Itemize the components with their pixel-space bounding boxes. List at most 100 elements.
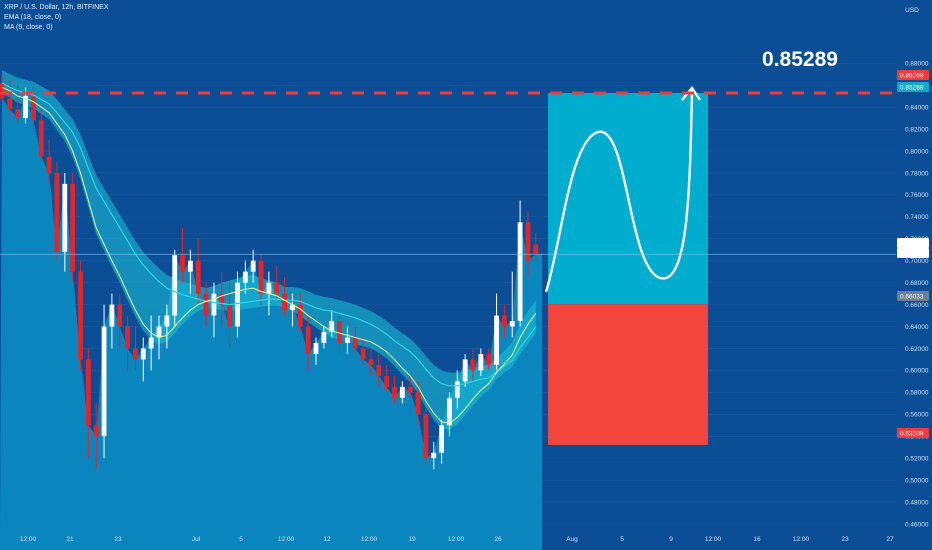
candle-body xyxy=(525,222,531,261)
time-tick-label: 5 xyxy=(620,536,624,543)
candle-body xyxy=(38,120,44,157)
time-tick-label: 12:00 xyxy=(20,536,37,543)
candle-body xyxy=(235,282,240,327)
time-tick-label: Aug xyxy=(566,536,578,543)
price-tick-label: 0.52000 xyxy=(905,455,929,462)
price-tick-label: 0.60000 xyxy=(905,368,929,375)
time-tick-label: 12:00 xyxy=(793,536,810,543)
candle-body xyxy=(78,271,83,360)
candle-body xyxy=(360,348,366,360)
candle-body xyxy=(368,359,374,365)
candle-body xyxy=(0,83,5,99)
candle-body xyxy=(211,293,217,316)
candle-body xyxy=(282,293,287,311)
price-tick-label: 0.64000 xyxy=(905,324,929,331)
candle-body xyxy=(352,337,358,349)
price-tag xyxy=(897,70,929,80)
candle-body xyxy=(195,260,201,294)
time-tick-label: 19 xyxy=(408,536,416,543)
candle-body xyxy=(470,359,476,371)
ma-line xyxy=(1,86,537,424)
candle-body xyxy=(188,260,193,272)
price-tag xyxy=(897,82,929,92)
candles xyxy=(0,74,539,470)
time-tick-label: 12 xyxy=(323,536,331,543)
ema-legend[interactable]: EMA (18, close, 0) xyxy=(4,14,62,21)
price-tick-label: 0.46000 xyxy=(905,521,929,528)
price-tick-label: 0.74000 xyxy=(905,214,929,221)
currency-label: USD xyxy=(905,7,919,14)
moving-averages xyxy=(1,82,537,424)
price-tick-label: 0.88000 xyxy=(905,61,929,68)
candle-body xyxy=(172,255,178,316)
candle-body xyxy=(399,386,405,398)
candle-body xyxy=(454,381,460,398)
ma-legend[interactable]: MA (9, close, 0) xyxy=(4,24,53,31)
price-tick-label: 0.78000 xyxy=(905,170,929,177)
candle-body xyxy=(164,315,170,327)
price-tag-label: 08:16:51 xyxy=(900,250,926,257)
candle-body xyxy=(93,425,99,437)
time-tick-label: 27 xyxy=(886,536,894,543)
time-tick-label: 23 xyxy=(114,536,122,543)
candle-body xyxy=(376,364,382,376)
candle-body xyxy=(392,386,397,398)
ma-cloud xyxy=(2,69,536,430)
indicator-legend: XRP / U.S. Dollar, 12h, BITFINEX EMA (18… xyxy=(4,3,109,33)
candle-body xyxy=(23,96,28,119)
candle-body xyxy=(227,304,233,327)
candle-body xyxy=(101,326,107,437)
symbol-title[interactable]: XRP / U.S. Dollar, 12h, BITFINEX xyxy=(4,4,109,11)
candle-body xyxy=(337,321,342,343)
time-tick-label: 12:00 xyxy=(448,536,465,543)
candle-body xyxy=(180,255,185,272)
projection-arrowhead xyxy=(681,85,701,101)
candle-body xyxy=(133,348,138,360)
time-axis[interactable]: 12:00 21 23 Jul 5 12:00 12 12:00 19 12:00 26 Aug 5 9 1… xyxy=(20,536,894,543)
time-tick-label: 5 xyxy=(239,536,243,543)
time-tick-label: 21 xyxy=(66,536,74,543)
price-tick-label: 0.80000 xyxy=(905,148,929,155)
price-tag-label: 0.53209 xyxy=(900,430,924,437)
candle-body xyxy=(219,293,225,305)
time-tick-label: Jul xyxy=(192,536,201,543)
candle-body xyxy=(494,315,499,365)
price-tag-label: 0.70595 xyxy=(900,240,924,247)
candle-body xyxy=(290,304,295,311)
candle-body xyxy=(7,98,13,110)
price-tag xyxy=(897,248,929,258)
candle-body xyxy=(447,397,452,426)
price-tag-label: 0.85289 xyxy=(900,72,924,79)
candle-body xyxy=(140,348,146,360)
candle-body xyxy=(46,156,52,173)
candle-body xyxy=(62,183,68,252)
target-price-label: 0.85289 xyxy=(762,48,838,71)
candle-body xyxy=(250,260,256,272)
candle-body xyxy=(258,260,264,294)
candle-body xyxy=(517,222,523,322)
price-tag-label: 0.85289 xyxy=(900,84,924,91)
candle-body xyxy=(321,332,327,343)
price-tick-label: 0.76000 xyxy=(905,192,929,199)
price-tick-label: 0.58000 xyxy=(905,390,929,397)
projection-curve xyxy=(544,89,694,293)
long-position-tool[interactable] xyxy=(544,85,708,445)
candle-body xyxy=(329,321,335,333)
candle-body xyxy=(431,452,437,459)
price-tick-label: 0.48000 xyxy=(905,499,929,506)
candle-body xyxy=(502,315,507,327)
candle-body xyxy=(109,304,115,327)
candle-body xyxy=(203,293,209,316)
time-tick-label: 26 xyxy=(494,536,502,543)
price-area xyxy=(0,96,542,550)
price-area-base xyxy=(0,530,542,550)
price-tick-label: 0.70000 xyxy=(905,258,929,265)
candle-body xyxy=(313,342,319,354)
price-tick-label: 0.56000 xyxy=(905,412,929,419)
price-tag xyxy=(897,428,929,438)
price-area-fill xyxy=(0,96,542,531)
price-tags: 0.85289 0.85289 0.70595 08:16:51 0.66033 0.53… xyxy=(897,70,929,438)
time-tick-label: 12:00 xyxy=(278,536,295,543)
candle-body xyxy=(486,353,492,365)
